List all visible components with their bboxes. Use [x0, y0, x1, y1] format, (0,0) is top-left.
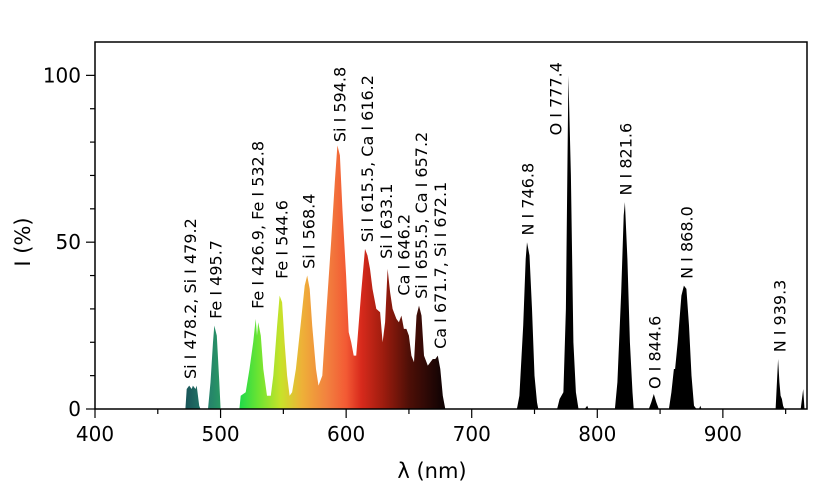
x-tick-label: 900 — [704, 422, 742, 446]
axes: 400 500 600 700 800 900 0 50 100 — [43, 41, 808, 446]
line-label: O I 844.6 — [646, 316, 665, 389]
spectrum-area — [95, 75, 807, 410]
x-tick-label: 500 — [201, 422, 239, 446]
line-label: N I 939.3 — [771, 280, 790, 353]
x-axis-label: λ (nm) — [397, 459, 466, 483]
line-label: Fe I 544.6 — [273, 200, 292, 279]
line-label: Ca I 671.7, Si I 672.1 — [431, 182, 450, 349]
x-tick-label: 800 — [578, 422, 616, 446]
y-tick-label: 50 — [56, 230, 81, 254]
y-tick-label: 100 — [43, 63, 81, 87]
x-tick-label: 400 — [76, 422, 114, 446]
line-label: Si I 594.8 — [330, 67, 349, 142]
plot-frame — [94, 41, 808, 410]
line-label: N I 746.8 — [519, 163, 538, 236]
line-label: Fe I 495.7 — [207, 240, 226, 319]
y-axis-label: I (%) — [11, 217, 35, 266]
line-label: Fe I 426.9, Fe I 532.8 — [249, 141, 268, 309]
line-label: Si I 655.5, Ca I 657.2 — [412, 132, 431, 299]
x-tick-label: 600 — [327, 422, 365, 446]
x-tick-label: 700 — [453, 422, 491, 446]
line-label: Ca I 646.2 — [394, 214, 413, 296]
line-label: Si I 633.1 — [377, 184, 396, 259]
line-label: N I 821.6 — [617, 123, 636, 196]
line-label: Si I 568.4 — [300, 194, 319, 269]
line-label: Si I 615.5, Ca I 616.2 — [358, 75, 377, 242]
line-label: N I 868.0 — [678, 206, 697, 279]
plot-area — [95, 75, 807, 410]
line-annotations: Si I 478.2, Si I 479.2 Fe I 495.7 Fe I 426… — [181, 62, 790, 389]
line-label: O I 777.4 — [546, 62, 565, 135]
y-tick-label: 0 — [68, 397, 81, 421]
line-label: Si I 478.2, Si I 479.2 — [181, 218, 200, 379]
